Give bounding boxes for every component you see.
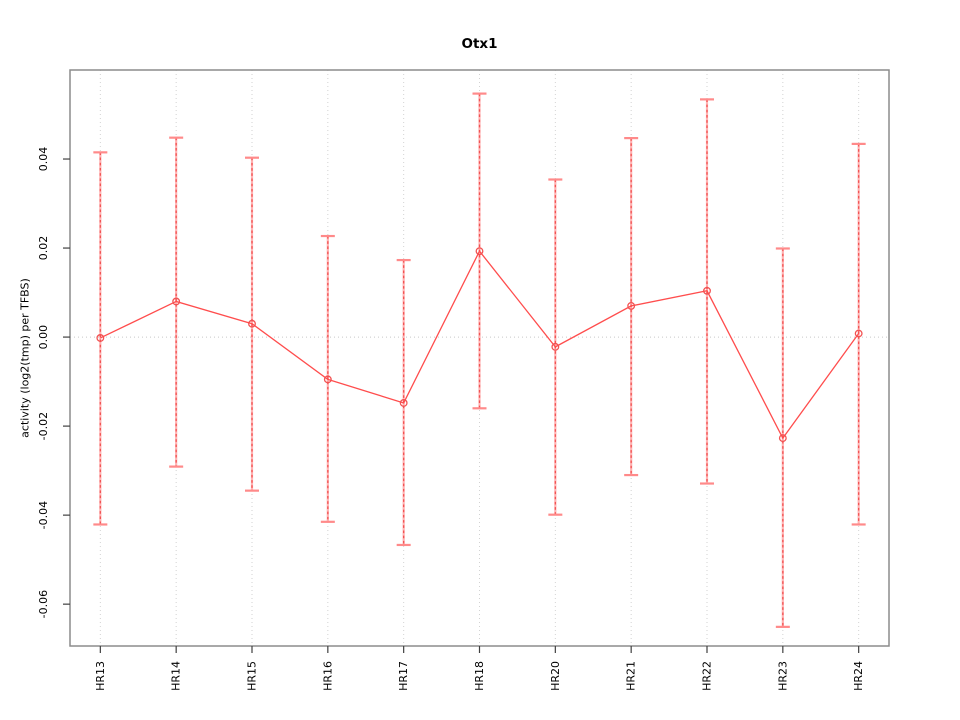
y-tick-label: -0.06 xyxy=(37,590,50,618)
series-line xyxy=(100,249,860,440)
x-tick-label: HR22 xyxy=(701,661,714,691)
data-point-marker xyxy=(475,247,484,256)
y-tick-label: 0.00 xyxy=(37,325,50,350)
data-point-marker xyxy=(172,297,181,306)
data-point-marker xyxy=(627,301,636,310)
x-tick-label: HR14 xyxy=(170,661,183,691)
y-tick-label: -0.04 xyxy=(37,501,50,529)
data-point-marker xyxy=(323,375,332,384)
x-tick-label: HR18 xyxy=(473,661,486,691)
data-point-marker xyxy=(248,319,256,328)
data-point-marker xyxy=(854,329,863,338)
x-tick-label: HR17 xyxy=(397,661,410,691)
x-tick-label: HR16 xyxy=(321,661,334,691)
data-point-marker xyxy=(778,434,787,443)
data-point-marker xyxy=(551,342,560,351)
y-tick-label: -0.02 xyxy=(37,412,50,440)
x-tick-label: HR24 xyxy=(852,661,865,691)
x-tick-label: HR21 xyxy=(625,661,638,691)
x-tick-label: HR15 xyxy=(246,661,259,691)
chart-title: Otx1 xyxy=(461,36,498,52)
x-tick-label: HR23 xyxy=(776,661,789,691)
data-point-marker xyxy=(96,334,105,342)
y-tick-label: 0.02 xyxy=(37,236,50,261)
data-point-marker xyxy=(399,399,408,407)
x-tick-label: HR13 xyxy=(94,661,107,691)
data-point-marker xyxy=(703,286,711,295)
x-tick-label: HR20 xyxy=(549,661,562,691)
y-tick-label: 0.04 xyxy=(37,147,50,172)
